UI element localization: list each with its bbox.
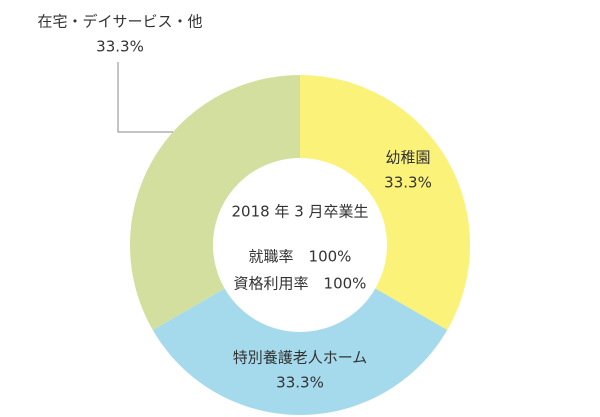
center-text: 資格利用率 100%: [234, 275, 367, 293]
donut-segment: [300, 75, 470, 330]
center-text: 就職率 100%: [249, 248, 352, 266]
value-label: 33.3%: [384, 174, 432, 192]
donut-segment: [130, 75, 300, 330]
segment-label: 在宅・デイサービス・他: [37, 13, 202, 31]
segment-label: 特別養護老人ホーム: [233, 349, 368, 367]
value-label: 33.3%: [276, 374, 324, 392]
value-label: 33.3%: [96, 38, 144, 56]
segment-label: 幼稚園: [385, 149, 430, 167]
center-text: 2018 年 3 月卒業生: [231, 203, 368, 221]
donut-segment: [152, 288, 448, 415]
